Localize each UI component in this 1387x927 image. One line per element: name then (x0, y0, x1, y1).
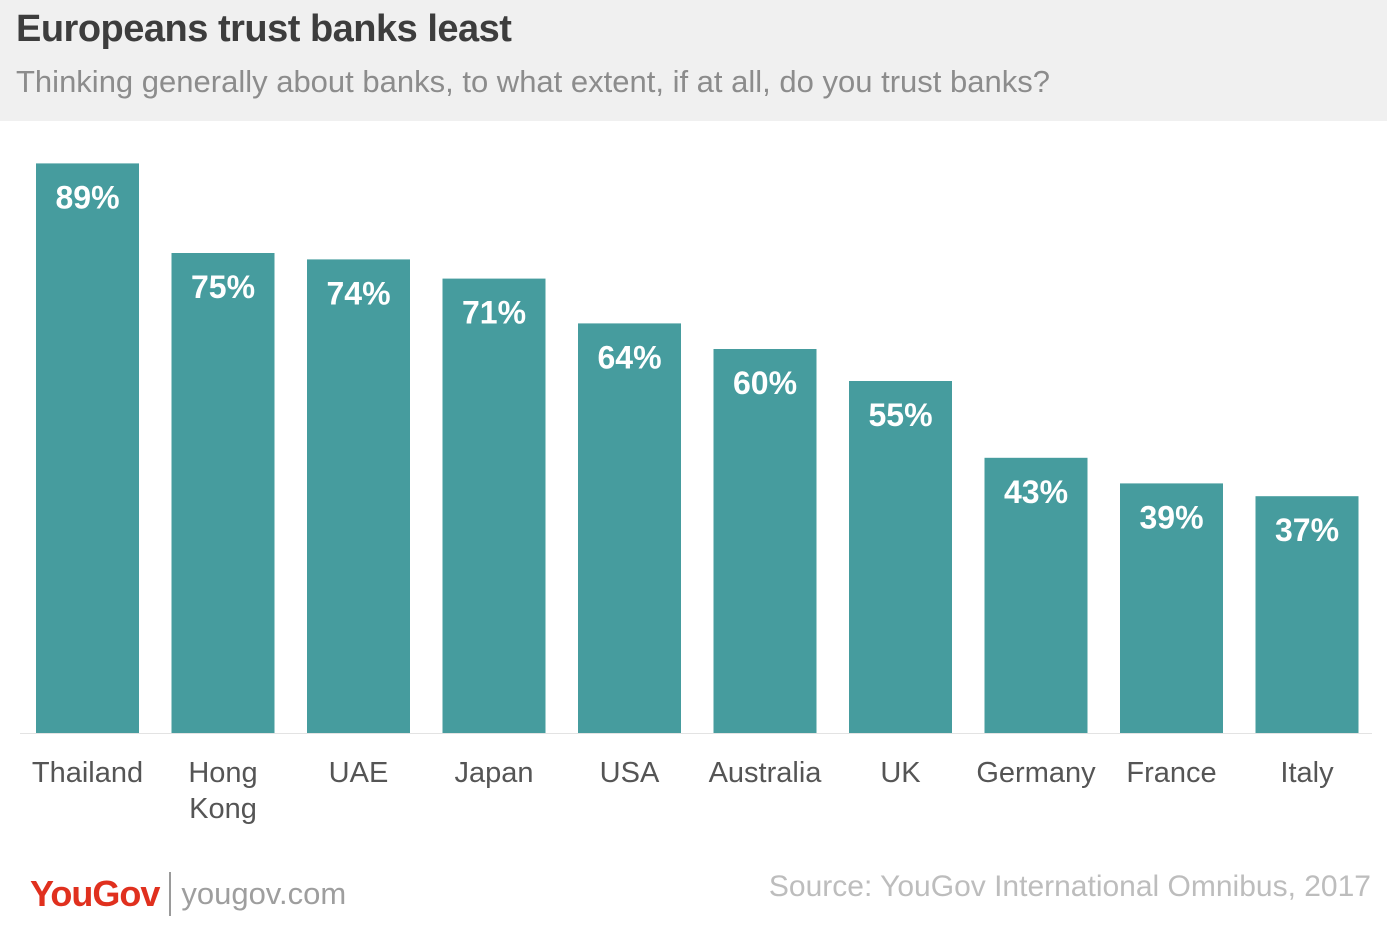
bar-australia (713, 349, 817, 733)
bar-usa (578, 323, 681, 733)
data-label: 55% (868, 397, 932, 433)
category-label: USA (600, 757, 660, 789)
data-label: 39% (1139, 499, 1203, 535)
bar-italy (1255, 496, 1359, 733)
data-label: 43% (1004, 474, 1068, 510)
footer-divider (169, 872, 172, 916)
bar-uae (307, 259, 410, 733)
site-link[interactable]: yougov.com (181, 876, 347, 911)
header-band: Europeans trust banks least Thinking gen… (0, 0, 1387, 121)
bar-france (1120, 483, 1223, 733)
category-label: Italy (1280, 757, 1334, 789)
bar-thailand (36, 163, 139, 733)
data-label: 71% (462, 295, 526, 331)
source-note: Source: YouGov International Omnibus, 20… (768, 870, 1371, 903)
footer-brand: YouGov yougov.com (30, 872, 346, 916)
category-label: UAE (329, 757, 389, 789)
logo-text: YouGov (30, 873, 160, 914)
yougov-logo: YouGov (30, 873, 160, 915)
data-label: 75% (191, 269, 255, 305)
bar-hong-kong (171, 253, 275, 733)
data-label: 60% (733, 365, 797, 401)
data-label: 74% (326, 275, 390, 311)
data-label: 37% (1275, 512, 1339, 548)
category-label: Japan (454, 757, 533, 789)
category-label: Germany (976, 757, 1096, 789)
bar-chart: 89% Thailand 75% Hong Kong 74% UAE 71% Japan 64% U… (20, 163, 1372, 825)
data-label: 89% (55, 179, 119, 215)
bar-uk (849, 381, 952, 733)
bar-germany (984, 457, 1088, 733)
chart-title: Europeans trust banks least (16, 8, 512, 50)
chart-subtitle: Thinking generally about banks, to what … (16, 64, 1050, 99)
data-label: 64% (597, 339, 661, 375)
bar-japan (442, 278, 546, 733)
category-label: Thailand (32, 757, 143, 789)
category-label: Hong Kong (188, 757, 257, 825)
category-label: Australia (709, 757, 823, 789)
category-label: France (1126, 757, 1216, 789)
category-label: UK (880, 757, 921, 789)
